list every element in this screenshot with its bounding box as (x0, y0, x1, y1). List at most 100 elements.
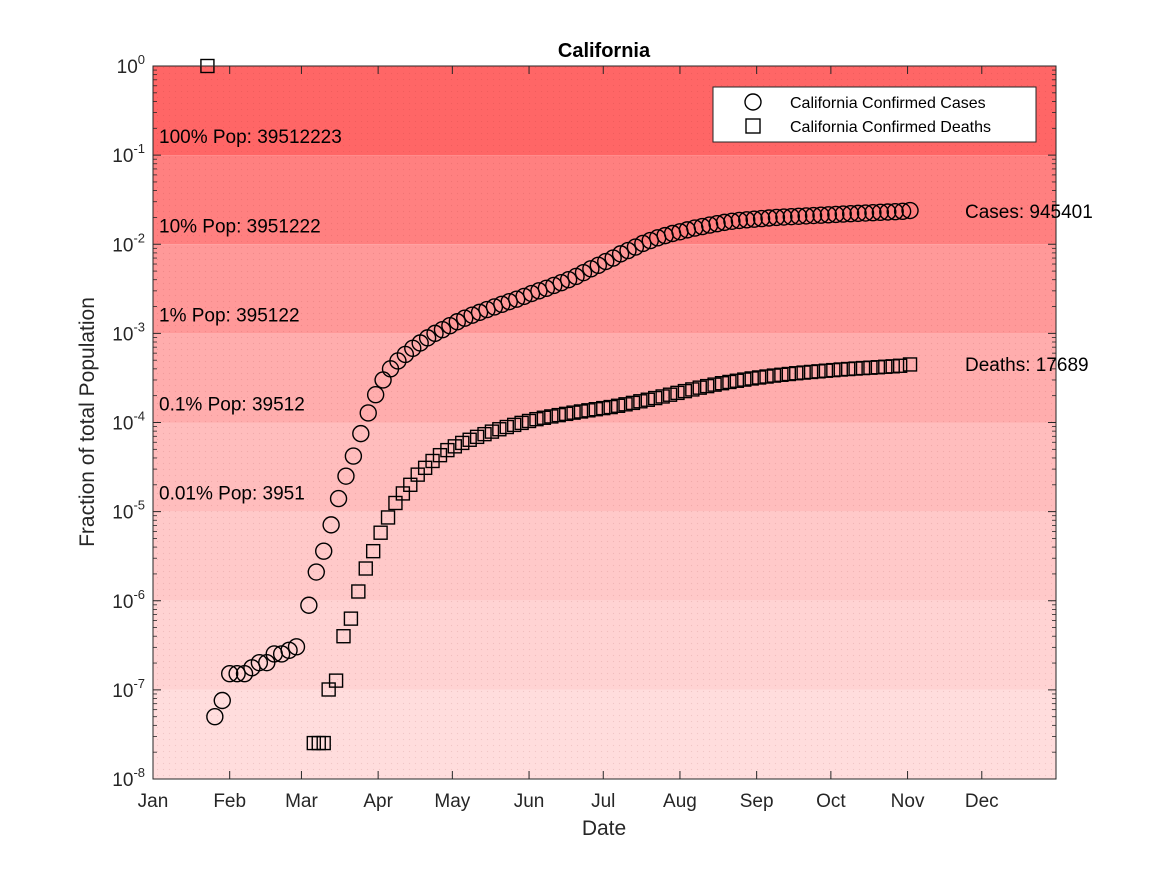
cases-point (775, 208, 793, 226)
deaths-point (707, 377, 722, 392)
deaths-point (507, 417, 522, 433)
deaths-point (818, 363, 834, 378)
cases-point (827, 205, 845, 224)
deaths-point (625, 395, 641, 411)
deaths-point (529, 411, 544, 427)
deaths-point (789, 366, 804, 381)
y-tick-label-7: 10-1 (112, 141, 145, 167)
deaths-point (892, 358, 908, 373)
deaths-point (328, 673, 344, 688)
cases-point (901, 201, 919, 220)
deaths-point (870, 360, 886, 375)
deaths-point (462, 432, 477, 447)
cases-point (834, 205, 852, 223)
deaths-point (610, 398, 626, 413)
cases-point (300, 596, 318, 614)
x-tick-label-10: Nov (891, 791, 925, 812)
cases-point (515, 287, 533, 306)
cases-point (559, 271, 578, 289)
y-tick-label-1: 10-7 (112, 676, 145, 702)
cases-point (545, 276, 563, 295)
cases-point (366, 386, 385, 404)
band-label-0: 100% Pop: 39512223 (159, 127, 342, 148)
deaths-series (200, 58, 918, 751)
legend: California Confirmed Cases California Co… (712, 86, 1037, 143)
y-tick-label-4: 10-4 (112, 409, 145, 435)
legend-cases-marker (744, 93, 762, 111)
deaths-point (766, 368, 782, 383)
y-tick-base-3: 10 (112, 503, 133, 524)
x-tick-label-9: Oct (816, 791, 846, 812)
deaths-point (321, 682, 336, 697)
deaths-point (588, 402, 604, 417)
deaths-point (373, 525, 388, 540)
deaths-point (840, 361, 856, 377)
legend-deaths-label: California Confirmed Deaths (790, 119, 991, 136)
x-tick-label-0: Jan (138, 791, 169, 812)
cases-point (470, 303, 489, 322)
y-tick-exponent-2: -6 (133, 587, 145, 602)
deaths-point (648, 390, 663, 406)
deaths-point (403, 477, 418, 492)
y-tick-exponent-4: -4 (133, 409, 145, 424)
deaths-point (336, 629, 351, 644)
band-label-4: 0.01% Pop: 3951 (159, 484, 305, 505)
y-tick-base-6: 10 (112, 235, 133, 256)
cases-point (220, 664, 239, 683)
y-tick-base-4: 10 (112, 414, 133, 435)
cases-point (879, 203, 897, 221)
cases-point (213, 691, 231, 710)
deaths-point (573, 404, 589, 419)
deaths-point (395, 486, 411, 501)
x-tick-label-7: Aug (663, 791, 697, 812)
deaths-point (618, 397, 633, 412)
cases-point (782, 207, 800, 226)
deaths-point (469, 429, 485, 445)
cases-point (315, 542, 333, 560)
deaths-point (492, 422, 507, 437)
cases-point (745, 210, 763, 228)
deaths-point (484, 424, 500, 439)
deaths-point (751, 370, 767, 385)
cases-point (812, 206, 830, 224)
y-tick-label-6: 10-2 (112, 230, 145, 256)
y-tick-exponent-7: -1 (133, 141, 145, 156)
y-tick-base-7: 10 (112, 146, 133, 167)
y-tick-label-2: 10-6 (112, 587, 145, 613)
deaths-point (380, 510, 396, 525)
cases-point (352, 424, 370, 443)
cases-point (250, 653, 269, 672)
deaths-point (514, 415, 529, 431)
cases-point (329, 489, 348, 508)
cases-point (337, 467, 355, 485)
deaths-point (477, 426, 492, 442)
deaths-point (811, 364, 826, 379)
cases-end-label: Cases: 945401 (965, 202, 1093, 223)
cases-point (864, 203, 882, 222)
deaths-point (692, 380, 707, 395)
cases-point (819, 206, 838, 224)
deaths-point (826, 362, 841, 378)
cases-point (206, 708, 224, 726)
band-texture (153, 66, 1056, 779)
cases-point (856, 204, 875, 222)
deaths-point (662, 387, 678, 402)
band-labels: 100% Pop: 39512223 10% Pop: 3951222 1% Pop… (159, 127, 342, 505)
y-tick-label-8: 100 (117, 52, 145, 78)
deaths-point (316, 735, 331, 751)
cases-point (849, 204, 867, 223)
cases-point (344, 447, 363, 465)
cases-point (797, 207, 815, 225)
deaths-point (685, 382, 700, 397)
cases-point (893, 202, 912, 221)
deaths-point (699, 378, 715, 394)
deaths-point (581, 403, 596, 418)
y-tick-exponent-8: 0 (138, 52, 145, 67)
deaths-point (803, 364, 819, 380)
deaths-point (455, 435, 470, 451)
deaths-point (722, 374, 737, 390)
legend-deaths-marker (745, 118, 761, 134)
y-tick-base-5: 10 (112, 324, 133, 345)
deaths-point (737, 372, 752, 387)
deaths-point (499, 419, 514, 435)
